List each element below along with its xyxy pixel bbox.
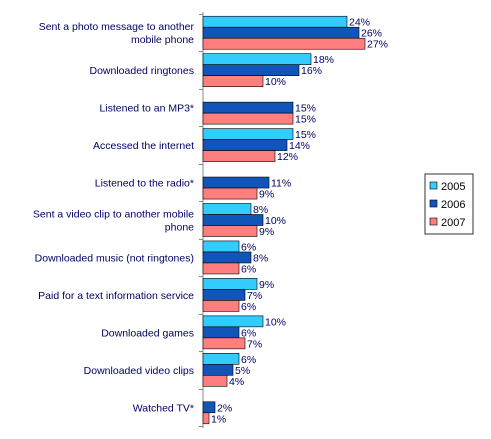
- category-label: Sent a video clip to another mobile phone: [33, 209, 194, 234]
- category-label: Downloaded music (not ringtones): [35, 252, 194, 264]
- bar-2006: [202, 401, 216, 414]
- bar-2006: [202, 64, 300, 76]
- bar-2006: [202, 214, 264, 226]
- legend-label-2006: 2006: [441, 199, 465, 211]
- value-label: 10%: [265, 215, 286, 227]
- bar-2007: [202, 375, 228, 387]
- legend-swatch-2005: [429, 181, 438, 190]
- category-label-line: Downloaded video clips: [84, 365, 194, 377]
- bar-2007: [202, 412, 210, 425]
- labels-layer: Sent a photo message to another mobile ph…: [33, 17, 388, 426]
- category-label: Downloaded games: [101, 327, 194, 339]
- category-label: Listened to an MP3*: [99, 103, 194, 115]
- value-label: 10%: [265, 76, 286, 88]
- value-label: 9%: [259, 226, 274, 238]
- value-label: 2%: [217, 402, 232, 414]
- value-label: 6%: [241, 263, 256, 275]
- value-label: 9%: [259, 189, 274, 201]
- value-label: 6%: [241, 354, 256, 366]
- bar-2007: [202, 337, 246, 350]
- bar-2006: [202, 364, 234, 376]
- value-label: 15%: [295, 103, 316, 115]
- bar-2006: [202, 139, 288, 151]
- legend-label-2007: 2007: [441, 217, 465, 229]
- value-label: 9%: [259, 279, 274, 291]
- category-label: Downloaded ringtones: [90, 65, 195, 77]
- bar-2006: [202, 176, 270, 189]
- bar-2005: [202, 203, 252, 215]
- bar-2005: [202, 240, 240, 253]
- bar-2005: [202, 278, 258, 290]
- value-label: 16%: [301, 65, 322, 77]
- category-label-line: Downloaded music (not ringtones): [35, 252, 194, 264]
- category-label: Listened to the radio*: [95, 178, 194, 190]
- bar-2007: [202, 262, 240, 275]
- category-label: Downloaded video clips: [84, 365, 194, 377]
- value-label: 14%: [289, 140, 310, 152]
- value-label: 15%: [295, 114, 316, 126]
- value-label: 1%: [211, 413, 226, 425]
- legend-swatch-2007: [429, 217, 438, 226]
- category-label-line: Listened to the radio*: [95, 178, 194, 190]
- value-label: 15%: [295, 129, 316, 141]
- bars-layer: [202, 15, 366, 425]
- value-label: 8%: [253, 204, 268, 216]
- bar-2005: [202, 315, 264, 328]
- value-label: 6%: [241, 301, 256, 313]
- bar-2007: [202, 37, 366, 50]
- bar-2006: [202, 101, 294, 114]
- bar-2005: [202, 53, 312, 65]
- bar-2006: [202, 326, 240, 339]
- value-label: 24%: [349, 17, 370, 29]
- legend-label-2005: 2005: [441, 181, 465, 193]
- category-label: Paid for a text information service: [38, 290, 194, 302]
- value-label: 6%: [241, 327, 256, 339]
- category-label-line: Accessed the internet: [93, 140, 194, 152]
- category-label-line: Downloaded ringtones: [90, 65, 195, 77]
- value-label: 26%: [361, 28, 382, 40]
- category-label-line: mobile phone: [131, 34, 194, 46]
- category-label-line: Downloaded games: [101, 327, 194, 339]
- category-label: Sent a photo message to another mobile ph…: [39, 21, 195, 46]
- category-label: Accessed the internet: [93, 140, 194, 152]
- bar-2007: [202, 187, 258, 200]
- bar-2006: [202, 26, 360, 39]
- bar-2007: [202, 150, 276, 162]
- value-label: 5%: [235, 365, 250, 377]
- value-label: 10%: [265, 316, 286, 328]
- bar-2005: [202, 128, 294, 140]
- axis-layer: [199, 12, 204, 428]
- bar-2007: [202, 75, 264, 87]
- category-label-line: Watched TV*: [133, 402, 194, 414]
- category-label-line: Sent a photo message to another: [39, 21, 195, 33]
- bar-2006: [202, 289, 246, 301]
- value-label: 7%: [247, 290, 262, 302]
- bar-2006: [202, 251, 252, 264]
- category-label-line: Listened to an MP3*: [99, 103, 194, 115]
- category-label-line: Sent a video clip to another mobile: [33, 209, 194, 221]
- bar-2007: [202, 300, 240, 312]
- legend-swatch-2006: [429, 199, 438, 208]
- legend: 2005 2006 2007: [424, 173, 474, 235]
- value-label: 6%: [241, 241, 256, 253]
- value-label: 7%: [247, 338, 262, 350]
- value-label: 18%: [313, 54, 334, 66]
- value-label: 12%: [277, 151, 298, 163]
- category-label-line: phone: [165, 222, 194, 234]
- bar-2005: [202, 15, 348, 28]
- value-label: 4%: [229, 376, 244, 388]
- value-label: 27%: [367, 39, 388, 51]
- bar-2005: [202, 353, 240, 365]
- category-label: Watched TV*: [133, 402, 194, 414]
- bar-2007: [202, 112, 294, 125]
- value-label: 11%: [271, 178, 291, 190]
- bar-2007: [202, 225, 258, 237]
- category-label-line: Paid for a text information service: [38, 290, 194, 302]
- value-label: 8%: [253, 252, 268, 264]
